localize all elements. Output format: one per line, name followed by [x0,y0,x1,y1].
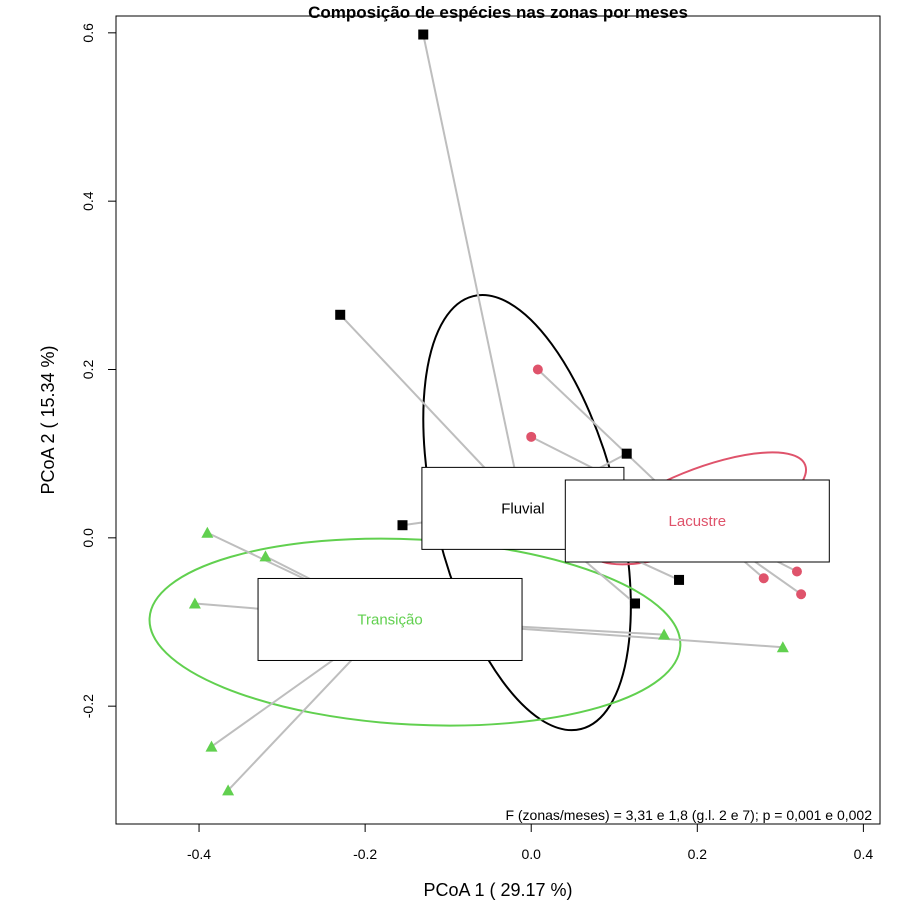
point-transicao-4 [222,784,235,796]
group-label-fluvial: Fluvial [501,500,544,517]
x-tick-label: 0.2 [688,846,708,862]
group-labels-layer: Fluvial Lacustre Transição [257,466,830,661]
y-tick-label: 0.0 [80,528,96,548]
points-layer [188,29,807,796]
point-lacustre-1 [526,431,537,442]
y-tick-label: -0.2 [80,694,96,718]
point-transicao-5 [658,628,671,640]
y-tick-label: 0.2 [80,360,96,380]
point-fluvial-2 [621,448,632,459]
chart-title: Composição de espécies nas zonas por mes… [308,3,688,22]
ellipse-transicao [148,537,682,727]
x-axis: -0.4 -0.2 0.0 0.2 0.4 [187,823,874,862]
point-transicao-2 [188,597,201,609]
y-axis: -0.2 0.0 0.2 0.4 0.6 [80,23,117,718]
x-tick-label: 0.0 [521,846,541,862]
stats-annotation: F (zonas/meses) = 3,31 e 1,8 (g.l. 2 e 7… [505,807,872,823]
group-label-lacustre: Lacustre [669,513,727,530]
point-transicao-1 [259,550,272,562]
point-lacustre-0 [532,364,543,375]
point-lacustre-2 [758,573,769,584]
x-axis-label: PCoA 1 ( 29.17 %) [423,880,572,900]
spoke-fluvial-0 [422,34,524,509]
y-tick-label: 0.6 [80,23,96,43]
point-transicao-3 [205,740,218,752]
group-label-transicao: Transição [357,611,422,628]
y-axis-label: PCoA 2 ( 15.34 %) [38,345,58,494]
point-fluvial-1 [335,309,346,320]
point-transicao-0 [201,526,214,538]
plot-frame [115,15,881,825]
x-tick-label: -0.2 [353,846,377,862]
y-tick-label: 0.4 [80,191,96,211]
point-lacustre-3 [791,566,802,577]
x-tick-label: -0.4 [187,846,211,862]
label-box-lacustre [564,479,830,563]
point-fluvial-3 [397,520,408,531]
point-fluvial-4 [674,574,685,585]
label-box-transicao [257,577,523,661]
point-transicao-6 [776,641,789,653]
x-tick-label: 0.4 [854,846,874,862]
point-fluvial-0 [418,29,429,40]
spokes-layer [194,34,802,792]
point-fluvial-5 [630,598,641,609]
point-lacustre-4 [796,589,807,600]
